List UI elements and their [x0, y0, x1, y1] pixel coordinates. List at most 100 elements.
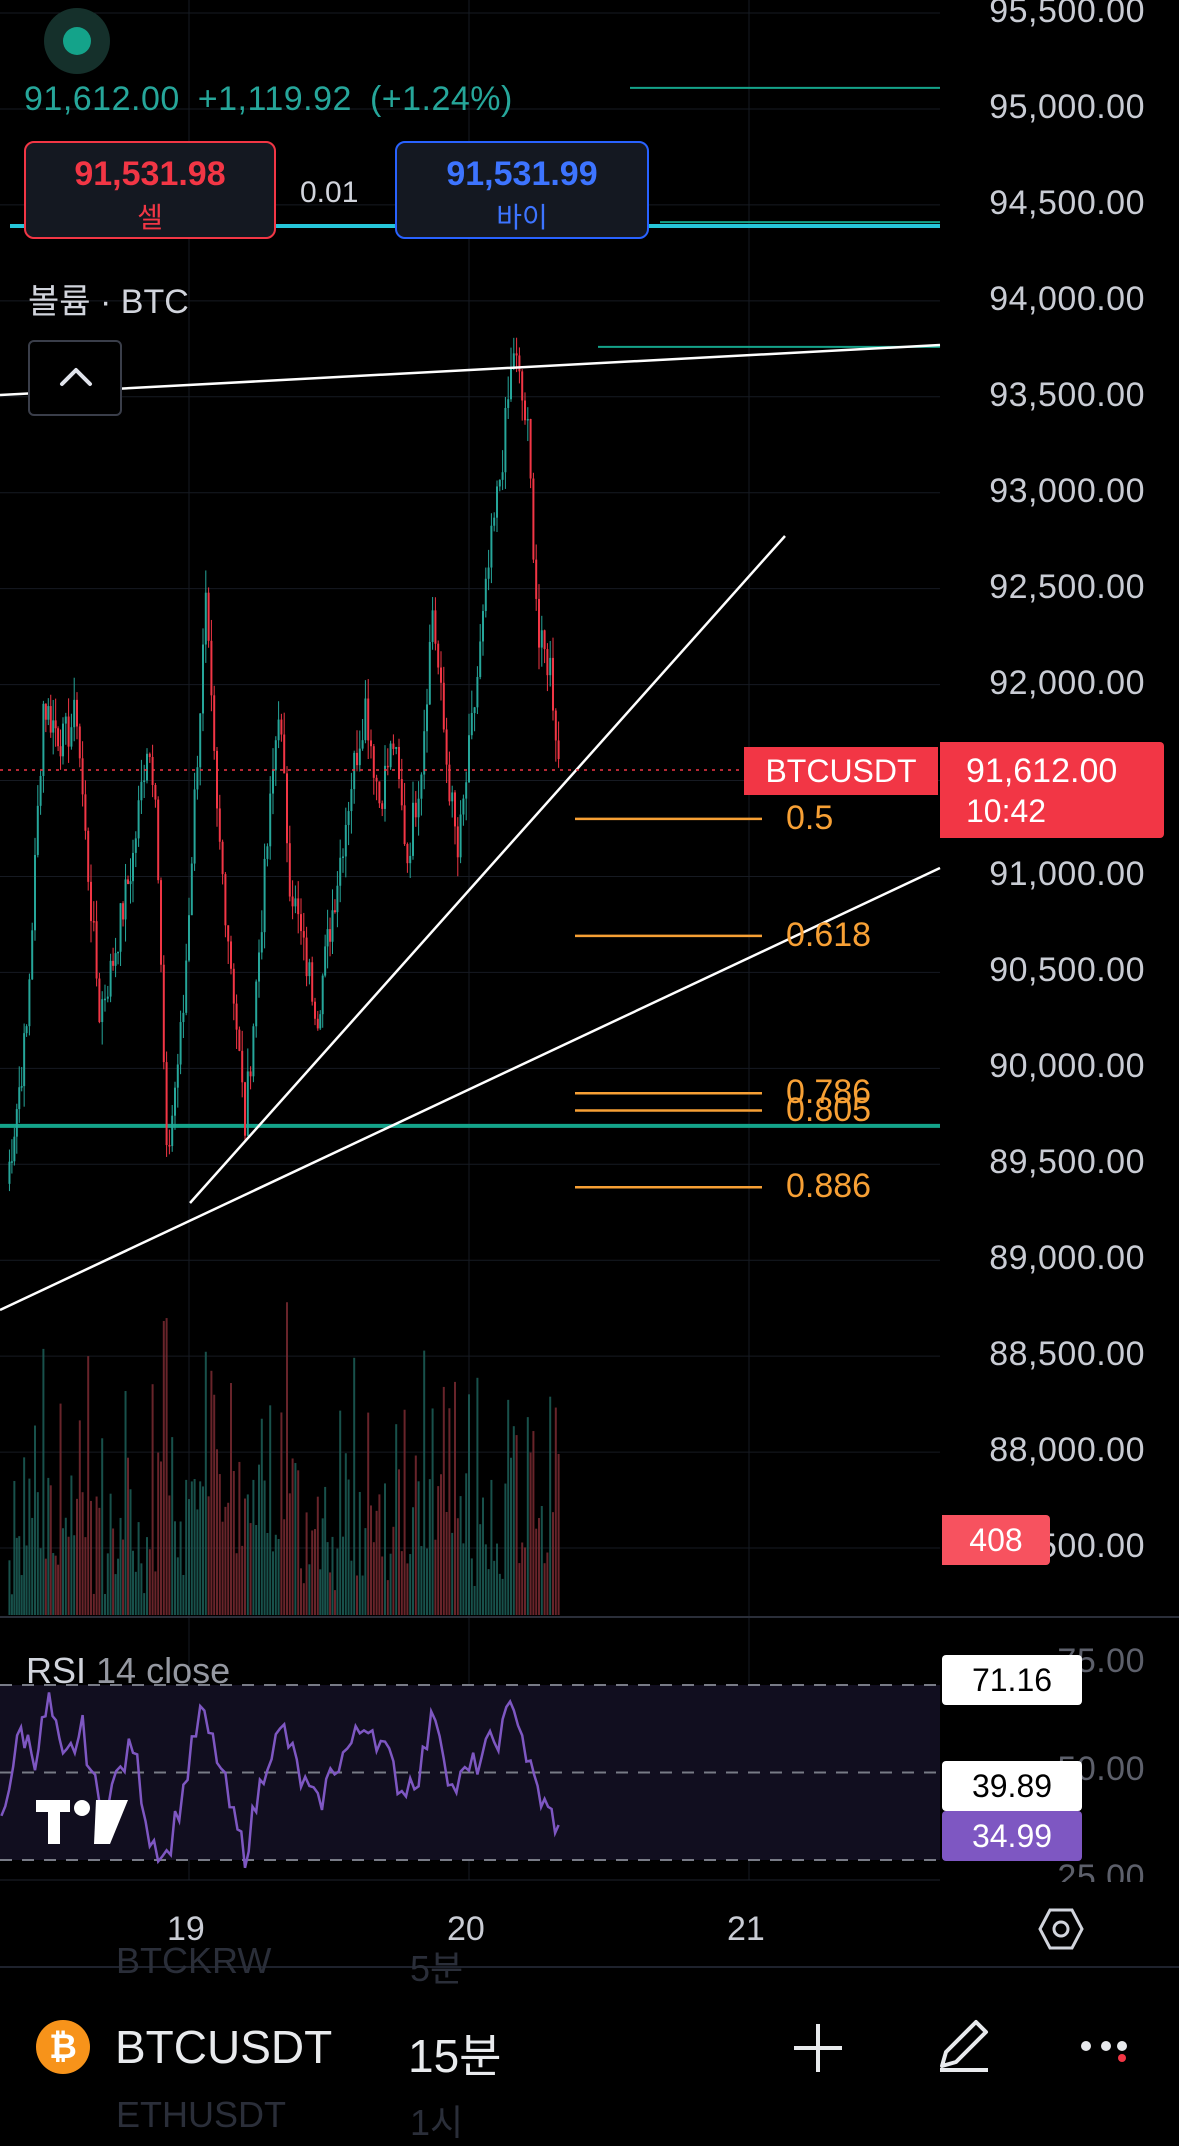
volume-bar	[109, 1493, 112, 1615]
volume-bar	[431, 1408, 434, 1615]
candle	[252, 1026, 255, 1077]
candle	[174, 1087, 176, 1116]
volume-bar	[448, 1408, 451, 1615]
buy-button[interactable]: 91,531.99 바이	[395, 141, 649, 239]
spread-value: 0.01	[300, 176, 359, 209]
volume-bar	[440, 1474, 442, 1615]
price-axis-label: 93,500.00	[989, 375, 1145, 414]
candle	[114, 953, 117, 966]
volume-bar	[406, 1563, 409, 1615]
volume-bar	[67, 1536, 70, 1615]
candle	[314, 1001, 316, 1019]
volume-bar	[277, 1539, 280, 1615]
candle	[151, 757, 154, 786]
price-axis-label: 95,000.00	[989, 87, 1145, 126]
volume-bar	[54, 1555, 57, 1615]
candle	[31, 930, 34, 980]
volume-bar	[392, 1526, 395, 1615]
volume-bar	[465, 1473, 468, 1615]
volume-bar	[114, 1574, 117, 1615]
candle	[280, 719, 283, 735]
candle	[165, 1062, 168, 1146]
candle	[227, 925, 230, 942]
fib-label: 0.618	[786, 915, 872, 954]
candle	[213, 695, 216, 751]
price-axis-label: 89,000.00	[989, 1239, 1145, 1278]
volume-bar	[92, 1593, 95, 1615]
price-axis-label: 91,000.00	[989, 855, 1145, 894]
volume-bar	[104, 1594, 106, 1615]
volume-bar	[386, 1580, 389, 1615]
sell-button[interactable]: 91,531.98 셀	[24, 141, 276, 239]
volume-bar	[305, 1512, 308, 1615]
candle	[255, 981, 258, 1027]
candle	[524, 400, 526, 421]
volume-bar	[137, 1522, 140, 1615]
interval-selector[interactable]: 15분	[408, 2030, 502, 2082]
volume-bar	[218, 1474, 221, 1615]
volume-bar	[487, 1569, 490, 1615]
volume-bar	[442, 1386, 445, 1615]
candle	[28, 979, 31, 1027]
candle	[350, 789, 353, 812]
candle	[454, 792, 456, 827]
volume-bar	[162, 1320, 165, 1615]
more-dots-icon[interactable]	[1078, 2032, 1138, 2062]
candle	[241, 1050, 244, 1083]
volume-bar	[479, 1524, 482, 1615]
candle	[109, 960, 112, 997]
volume-bar	[101, 1438, 104, 1615]
candle	[288, 843, 291, 897]
candle	[269, 793, 272, 847]
volume-bar	[538, 1518, 540, 1615]
price-axis-label: 93,000.00	[989, 471, 1145, 510]
price-axis-label: 88,500.00	[989, 1335, 1145, 1374]
plus-icon[interactable]	[790, 2020, 846, 2076]
volume-bar	[532, 1431, 535, 1615]
buy-label: 바이	[496, 202, 548, 233]
volume-bar	[255, 1525, 258, 1615]
candle	[507, 399, 510, 408]
price-change: +1,119.92	[197, 80, 352, 118]
candle	[20, 1086, 23, 1088]
volume-bar	[288, 1493, 291, 1615]
pen-icon[interactable]	[932, 2012, 996, 2076]
volume-bar	[496, 1543, 498, 1615]
volume-bar	[221, 1521, 224, 1615]
candle	[134, 838, 137, 853]
bitcoin-icon: ₿	[36, 2020, 90, 2074]
volume-bar	[342, 1536, 344, 1615]
volume-bar	[25, 1545, 28, 1615]
candle	[90, 881, 92, 922]
candle	[224, 874, 227, 926]
candle	[414, 802, 417, 818]
volume-bar	[434, 1539, 437, 1615]
candle	[434, 610, 437, 644]
volume-bar	[504, 1483, 507, 1615]
collapse-legend-button[interactable]	[28, 340, 122, 416]
last-price: 91,612.00	[24, 80, 180, 118]
settings-hexagon-icon[interactable]	[1038, 1906, 1084, 1952]
candle	[400, 779, 403, 806]
volume-bar	[210, 1370, 213, 1615]
symbol-selector[interactable]: BTCUSDT	[115, 2021, 333, 2073]
volume-bar	[47, 1477, 50, 1615]
candle	[554, 710, 557, 741]
volume-bar	[57, 1564, 60, 1615]
candle	[395, 746, 398, 749]
volume-bar	[456, 1518, 459, 1615]
sell-label: 셀	[137, 202, 163, 233]
candle	[300, 914, 302, 932]
volume-bar	[59, 1403, 62, 1615]
candle	[532, 478, 535, 560]
volume-bar	[423, 1350, 426, 1615]
candle	[316, 1018, 319, 1029]
volume-bar	[28, 1478, 31, 1615]
volume-bar	[549, 1396, 552, 1615]
volume-bar	[227, 1502, 230, 1615]
candle	[370, 740, 372, 747]
rising-trendline	[189, 535, 786, 1204]
candle	[406, 844, 409, 864]
volume-bar	[311, 1530, 314, 1615]
